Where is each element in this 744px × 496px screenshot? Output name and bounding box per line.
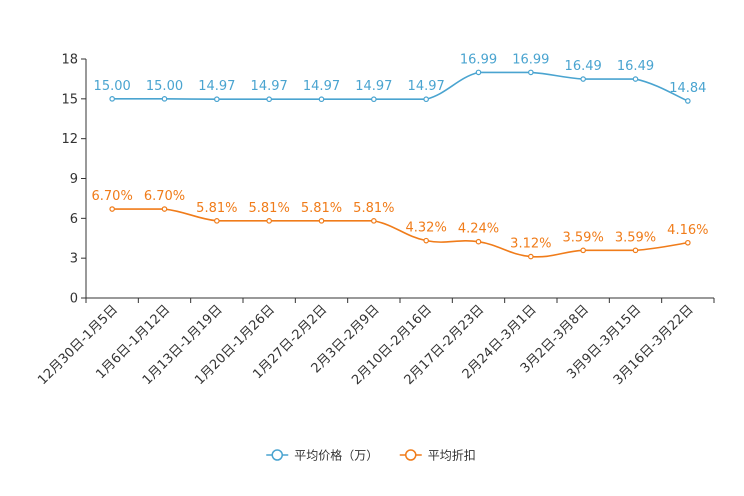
data-point[interactable] — [214, 96, 220, 103]
data-label: 14.84 — [669, 81, 706, 96]
series-average-discount — [109, 206, 691, 260]
data-label: 5.81% — [353, 201, 394, 216]
data-label: 3.59% — [615, 230, 656, 245]
legend-label: 平均价格（万） — [294, 448, 378, 463]
series — [109, 69, 691, 260]
data-point[interactable] — [371, 96, 377, 103]
data-point[interactable] — [632, 76, 639, 82]
data-label: 16.99 — [512, 52, 549, 67]
legend-marker-icon — [271, 449, 283, 461]
series-average-price — [109, 69, 691, 104]
y-tick-label: 6 — [70, 212, 78, 227]
data-point[interactable] — [423, 96, 429, 103]
data-label: 16.49 — [617, 59, 654, 74]
data-label: 14.97 — [303, 79, 340, 94]
data-label: 3.59% — [563, 230, 604, 245]
data-point[interactable] — [685, 239, 691, 246]
series-line — [112, 71, 689, 102]
data-point[interactable] — [580, 76, 586, 82]
legend[interactable]: 平均价格（万） 平均折扣 — [266, 448, 476, 463]
data-label: 4.16% — [667, 223, 708, 238]
data-label: 14.97 — [408, 79, 445, 94]
data-point[interactable] — [161, 206, 168, 212]
data-labels: 15.00 15.00 14.97 14.97 14.97 14.97 14.97 16.99… — [92, 52, 709, 251]
y-tick-label: 0 — [70, 292, 78, 307]
data-point[interactable] — [109, 206, 115, 212]
legend-label: 平均折扣 — [428, 448, 476, 463]
data-label: 4.32% — [406, 221, 447, 236]
data-label: 16.99 — [460, 52, 497, 67]
data-label: 6.70% — [144, 189, 185, 204]
data-label: 5.81% — [196, 201, 237, 216]
legend-item-average-discount[interactable]: 平均折扣 — [399, 448, 476, 463]
data-point[interactable] — [685, 98, 691, 104]
y-tick-label: 12 — [61, 132, 78, 147]
y-tick-label: 15 — [61, 92, 78, 107]
data-label: 4.24% — [458, 222, 499, 237]
data-point[interactable] — [423, 237, 429, 244]
y-tick-label: 9 — [70, 172, 78, 187]
data-label: 15.00 — [94, 79, 131, 94]
data-point[interactable] — [371, 218, 377, 224]
data-point[interactable] — [580, 247, 586, 254]
data-label: 14.97 — [251, 79, 288, 94]
data-point[interactable] — [475, 69, 482, 76]
data-label: 15.00 — [146, 79, 183, 94]
series-line — [112, 208, 688, 258]
data-point[interactable] — [161, 96, 168, 102]
y-tick-label: 18 — [61, 53, 78, 68]
data-point[interactable] — [318, 218, 325, 224]
data-point[interactable] — [528, 253, 534, 260]
data-label: 5.81% — [301, 201, 342, 216]
data-point[interactable] — [266, 96, 272, 103]
data-point[interactable] — [318, 96, 325, 103]
data-label: 6.70% — [92, 189, 133, 204]
data-point[interactable] — [475, 238, 482, 245]
data-point[interactable] — [109, 96, 115, 102]
data-point[interactable] — [266, 218, 272, 224]
y-tick-label: 3 — [70, 252, 78, 267]
data-label: 14.97 — [355, 79, 392, 94]
data-point[interactable] — [214, 218, 220, 224]
data-label: 16.49 — [565, 59, 602, 74]
data-point[interactable] — [632, 247, 639, 254]
legend-item-average-price[interactable]: 平均价格（万） — [266, 448, 378, 463]
data-label: 5.81% — [249, 201, 290, 216]
data-point[interactable] — [528, 69, 534, 76]
legend-marker-icon — [405, 449, 417, 461]
data-label: 3.12% — [510, 237, 551, 252]
data-label: 14.97 — [198, 79, 235, 94]
